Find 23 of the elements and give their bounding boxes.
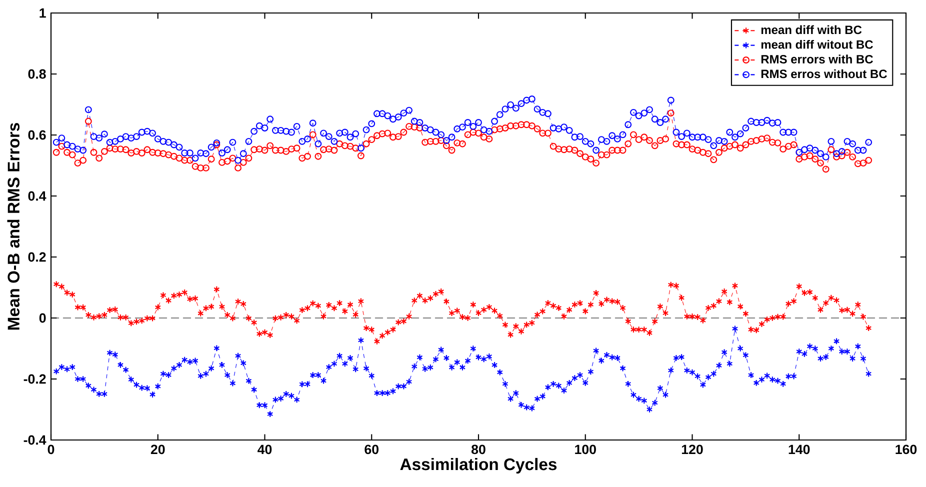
y-tick-label: 0	[39, 313, 46, 323]
y-tick-label: -0.4	[24, 435, 46, 445]
legend-label: RMS errors with BC	[761, 54, 873, 64]
y-tick-label: 0.6	[28, 130, 46, 140]
y-tick-label: 0.4	[28, 191, 46, 201]
x-tick-label: 60	[364, 444, 379, 454]
legend-label: mean diff with BC	[761, 25, 862, 34]
y-tick-label: 0.2	[28, 252, 46, 262]
legend-label: RMS erros without BC	[761, 69, 887, 78]
y-axis-title: Mean O-B and RMS Errors	[7, 123, 20, 330]
x-tick-label: 100	[575, 444, 596, 454]
x-tick-label: 40	[258, 444, 272, 454]
x-tick-label: 140	[788, 444, 810, 454]
x-tick-label: 20	[150, 444, 165, 454]
legend-label: mean diff witout BC	[761, 40, 873, 49]
y-tick-label: 0.8	[28, 69, 46, 79]
x-axis-title: Assimilation Cycles	[400, 458, 557, 474]
x-tick-label: 160	[896, 444, 917, 454]
x-tick-label: 0	[48, 444, 54, 454]
x-tick-label: 80	[472, 444, 486, 454]
y-tick-label: 1	[40, 8, 46, 18]
y-tick-label: -0.2	[24, 374, 46, 384]
x-tick-label: 120	[682, 444, 703, 454]
